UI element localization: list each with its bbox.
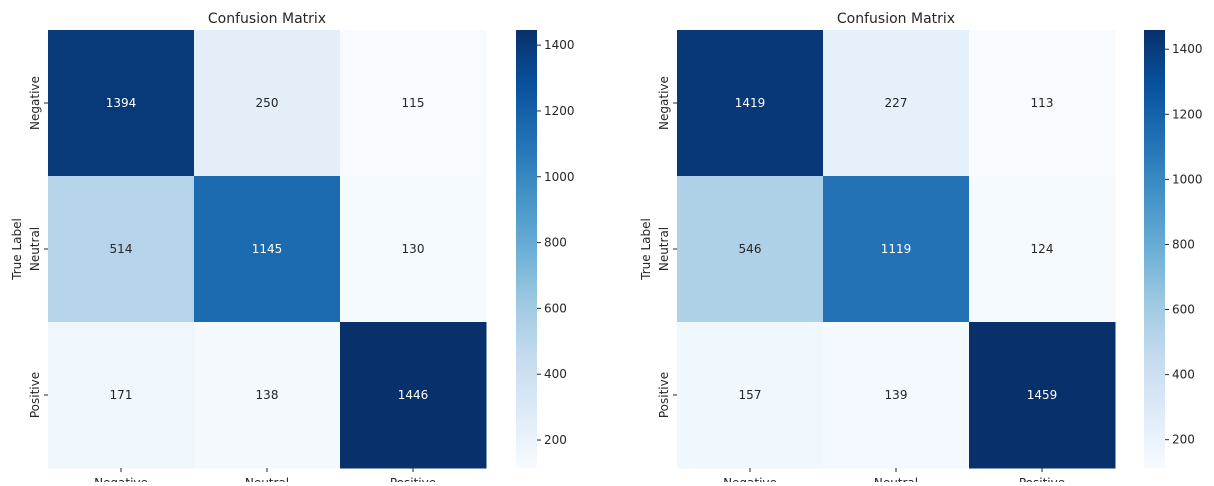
heatmap-cell-r2-c1 [194,322,341,469]
cell-value-label: 171 [110,388,133,402]
heatmap-cell-r2-c2 [969,322,1116,469]
colorbar-tick-label: 1200 [544,104,575,118]
heatmap-cell-r1-c0 [48,176,195,323]
colorbar-tick-label: 800 [544,236,567,250]
colorbar-tick-label: 1400 [1172,42,1203,56]
cell-value-label: 514 [110,242,133,256]
cell-value-label: 139 [885,388,908,402]
heatmap-cell-r1-c2 [340,176,487,323]
y-axis-label: True Label [639,218,653,281]
cell-value-label: 157 [739,388,762,402]
y-axis-label: True Label [10,218,24,281]
cell-value-label: 138 [256,388,279,402]
x-tick-label: Positive [390,476,436,482]
y-tick-label: Positive [28,372,42,418]
y-tick-label: Negative [28,76,42,130]
colorbar-tick-label: 800 [1172,237,1195,251]
colorbar-tick-label: 1400 [544,38,575,52]
heatmap-cell-r1-c1 [823,176,970,323]
colorbar-tick-label: 1200 [1172,107,1203,121]
heatmap-cell-r0-c1 [194,30,341,177]
heatmap-cell-r2-c2 [340,322,487,469]
chart-title: Confusion Matrix [208,11,326,27]
confusion-matrix-panel-2: 1419 227 113 546 1119 124 157 139 1459 Confusion … [639,11,1203,486]
heatmap-cell-r2-c0 [48,322,195,469]
heatmap-cell-r0-c0 [48,30,195,177]
x-tick-label: Negative [723,476,777,482]
cell-value-label: 1446 [398,388,429,402]
colorbar [1144,30,1165,468]
cell-value-label: 227 [885,96,908,110]
colorbar-tick-label: 400 [1172,368,1195,382]
colorbar [516,30,537,468]
colorbar-tick-label: 600 [544,301,567,315]
x-tick-label: Negative [94,476,148,482]
colorbar-tick-label: 1000 [1172,172,1203,186]
heatmap-cell-r0-c1 [823,30,970,177]
y-tick-label: Neutral [28,227,42,271]
heatmap-cell-r1-c1 [194,176,341,323]
heatmap-cell-r0-c0 [677,30,824,177]
cell-value-label: 250 [256,96,279,110]
cell-value-label: 130 [402,242,425,256]
cell-value-label: 124 [1031,242,1054,256]
colorbar-tick-label: 200 [544,433,567,447]
cell-value-label: 115 [402,96,425,110]
heatmap-cell-r2-c1 [823,322,970,469]
heatmap-cell-r2-c0 [677,322,824,469]
heatmap-cell-r0-c2 [969,30,1116,177]
cell-value-label: 1419 [735,96,766,110]
cell-value-label: 1145 [252,242,283,256]
confusion-matrix-panel-1: 1394 250 115 514 1145 130 171 138 1446 Confusion … [10,11,575,486]
heatmap-cell-r1-c0 [677,176,824,323]
x-tick-label: Neutral [874,476,918,482]
colorbar-tick-label: 200 [1172,433,1195,447]
cell-value-label: 113 [1031,96,1054,110]
y-tick-label: Neutral [657,227,671,271]
heatmap-cell-r1-c2 [969,176,1116,323]
x-tick-label: Neutral [245,476,289,482]
chart-title: Confusion Matrix [837,11,955,27]
cell-value-label: 546 [739,242,762,256]
heatmap-cell-r0-c2 [340,30,487,177]
cell-value-label: 1459 [1027,388,1058,402]
y-tick-label: Positive [657,372,671,418]
cell-value-label: 1119 [881,242,912,256]
x-tick-label: Positive [1019,476,1065,482]
colorbar-tick-label: 600 [1172,303,1195,317]
colorbar-tick-label: 400 [544,367,567,381]
colorbar-tick-label: 1000 [544,170,575,184]
cell-value-label: 1394 [106,96,137,110]
y-tick-label: Negative [657,76,671,130]
